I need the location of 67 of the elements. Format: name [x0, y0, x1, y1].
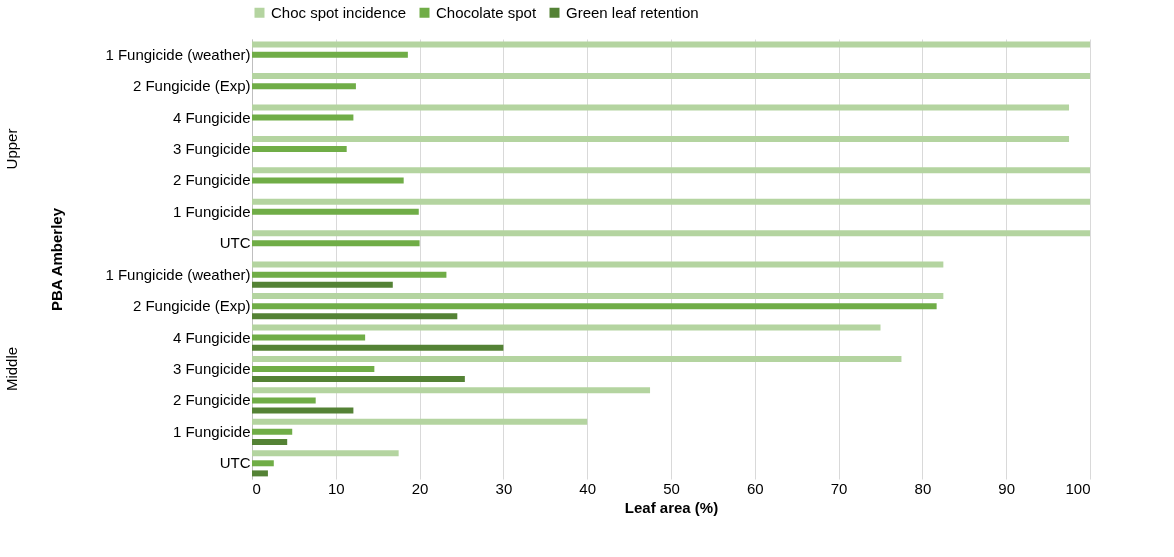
- bar: [252, 397, 316, 404]
- bar: [252, 261, 944, 268]
- bar: [252, 271, 447, 278]
- bar: [252, 387, 651, 394]
- y-tick-label: 4 Fungicide: [172, 108, 251, 126]
- y-tick-label: 1 Fungicide: [172, 422, 251, 440]
- bar: [252, 104, 1070, 111]
- legend-label: Chocolate spot: [436, 3, 537, 21]
- bar: [252, 240, 420, 247]
- bar: [252, 51, 408, 58]
- x-tick-label: 10: [327, 479, 345, 497]
- bar: [252, 460, 274, 467]
- bar: [252, 135, 1070, 142]
- x-tick-label: 80: [914, 479, 932, 497]
- y-tick-label: 3 Fungicide: [172, 140, 251, 157]
- bar: [252, 208, 419, 215]
- x-tick-label: 60: [746, 479, 764, 497]
- y-tick-label: 2 Fungicide (Exp): [132, 77, 251, 95]
- bar: [252, 146, 347, 152]
- x-tick-label: 50: [663, 479, 680, 497]
- bar: [252, 177, 404, 184]
- y-axis-title: PBA Amberley: [48, 207, 66, 312]
- bar: [252, 230, 1090, 237]
- bar: [252, 428, 293, 435]
- y-tick-label: 3 Fungicide: [172, 360, 251, 377]
- bar: [252, 41, 1090, 48]
- x-tick-label: 90: [998, 479, 1016, 497]
- x-tick-label: 40: [579, 479, 597, 497]
- bar: [252, 73, 1090, 80]
- y-tick-label: UTC: [219, 234, 251, 252]
- x-tick-label: 0: [252, 479, 261, 497]
- y-tick-label: 4 Fungicide: [172, 328, 251, 346]
- bar: [252, 114, 354, 121]
- y-tick-label: 1 Fungicide (weather): [105, 265, 251, 283]
- bar: [252, 344, 504, 351]
- y-tick-label: 1 Fungicide (weather): [105, 45, 251, 63]
- bar: [252, 281, 393, 288]
- bar: [252, 324, 881, 331]
- y-tick-label: 1 Fungicide: [172, 202, 251, 220]
- bar: [252, 334, 366, 341]
- bar: [252, 198, 1090, 205]
- x-tick-label: 70: [830, 479, 848, 497]
- y-tick-label: 2 Fungicide: [172, 391, 251, 409]
- bar: [252, 418, 588, 425]
- x-tick-label: 100: [1065, 479, 1091, 497]
- bar: [252, 366, 375, 372]
- bar: [252, 376, 465, 383]
- text: Middle: [3, 346, 20, 392]
- x-tick-label: 20: [411, 479, 429, 497]
- x-tick-label: 30: [495, 479, 513, 497]
- bar: [252, 167, 1090, 174]
- bar: [252, 303, 937, 310]
- bar: [252, 313, 458, 320]
- legend-label: Choc spot incidence: [271, 3, 407, 21]
- bar: [252, 355, 902, 362]
- bar: [252, 83, 356, 90]
- bar: [252, 470, 268, 477]
- bar: [252, 407, 354, 414]
- bar: [252, 450, 399, 457]
- text: Upper: [3, 128, 20, 170]
- y-tick-label: 2 Fungicide (Exp): [132, 297, 251, 315]
- y-tick-label: 2 Fungicide: [172, 171, 251, 189]
- bar: [252, 438, 288, 445]
- legend-label: Green leaf retention: [566, 3, 699, 21]
- y-tick-label: UTC: [219, 454, 251, 472]
- x-axis-title: Leaf area (%): [624, 498, 719, 516]
- bar: [252, 293, 944, 300]
